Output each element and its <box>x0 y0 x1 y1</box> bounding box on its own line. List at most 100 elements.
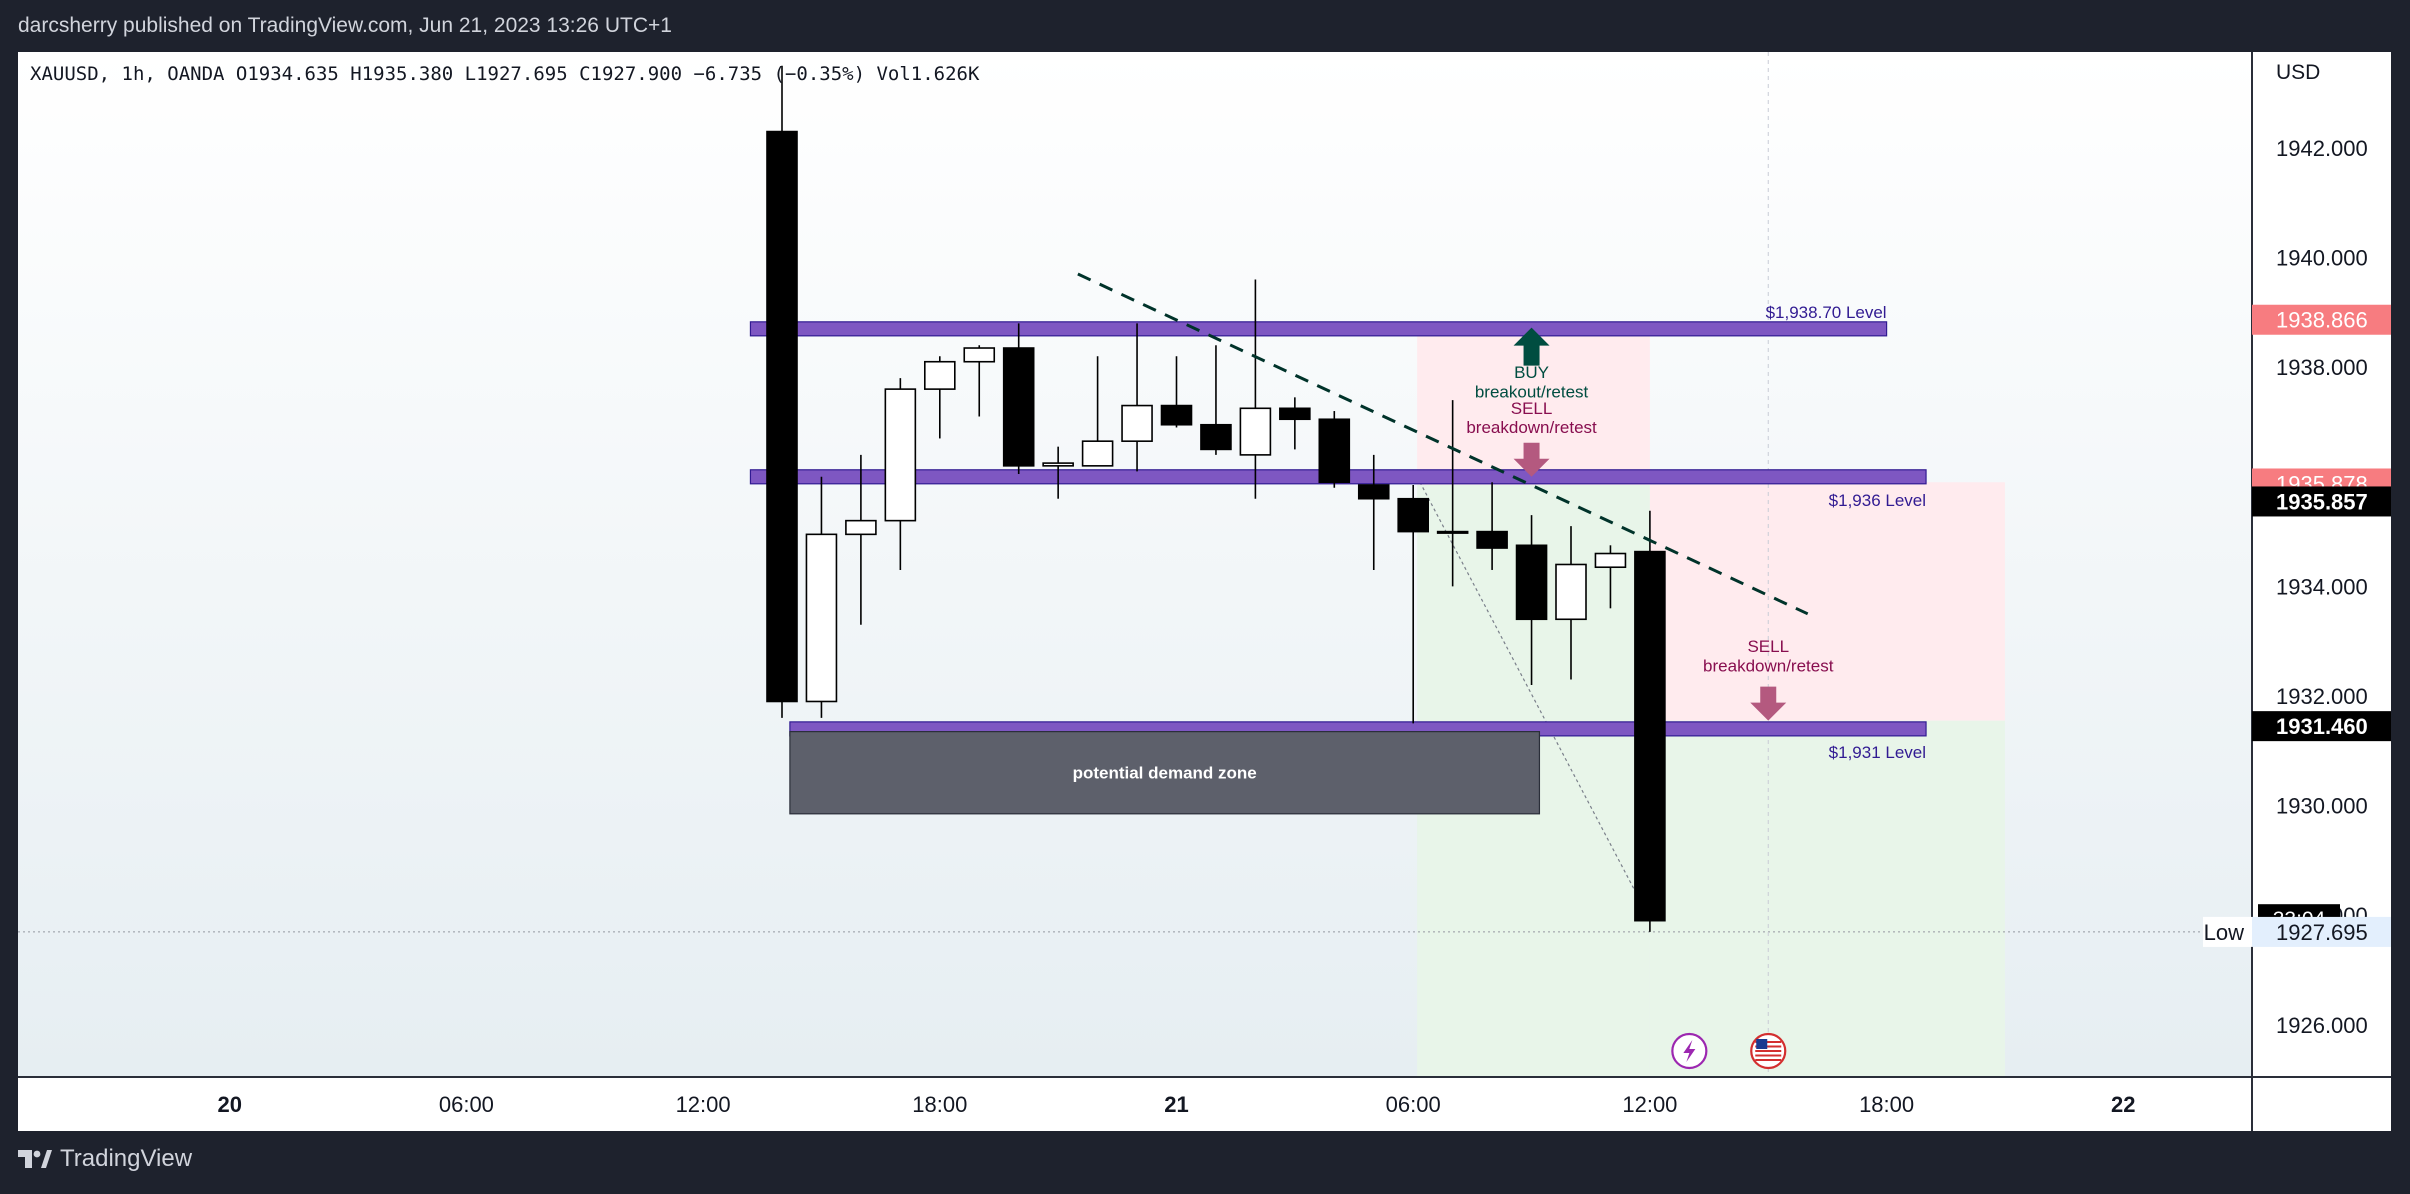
tradingview-logo[interactable]: TradingView <box>18 1145 192 1173</box>
candle <box>1318 411 1351 488</box>
position-stop-zone <box>1649 720 2005 1077</box>
candle-body <box>1634 550 1666 922</box>
price-label-box <box>2252 304 2391 335</box>
candle <box>1357 454 1390 570</box>
price-label-box <box>2252 711 2391 742</box>
candle-body <box>1436 530 1469 534</box>
footer-bar: TradingView <box>0 1131 2410 1194</box>
price-tick-label: 1938.000 <box>2276 355 2368 380</box>
price-label-box <box>2252 486 2391 517</box>
price-tick-label: 1942.000 <box>2276 136 2368 161</box>
candle <box>1515 515 1548 686</box>
candle <box>1634 510 1666 932</box>
price-tick-label: 1934.000 <box>2276 574 2368 599</box>
candle <box>1002 323 1035 475</box>
candle-body <box>1279 407 1311 421</box>
demand-zone <box>789 731 1541 815</box>
candle <box>1042 446 1074 499</box>
low-label: Low <box>2204 920 2244 945</box>
footer-brand: TradingView <box>60 1145 193 1172</box>
candle-body <box>1515 544 1548 621</box>
publisher-bar: darcsherry published on TradingView.com,… <box>0 0 2410 52</box>
arrow-up-icon <box>1513 327 1550 366</box>
time-tick-label: 22 <box>2111 1092 2135 1117</box>
candle-body <box>1200 423 1232 451</box>
candle <box>805 476 838 718</box>
low-label-box <box>2203 916 2252 947</box>
candle-body <box>1239 407 1272 456</box>
level-label: $1,938.70 Level <box>1766 303 1887 322</box>
candle <box>1121 323 1153 472</box>
candle-body <box>1002 347 1035 467</box>
candle <box>1279 397 1311 450</box>
candle <box>1397 485 1429 724</box>
level-band <box>749 321 1888 337</box>
tradingview-logo-icon <box>18 1150 52 1168</box>
position-target-zone <box>1649 482 2005 721</box>
annotation-text: breakdown/retest <box>1703 656 1834 675</box>
arrow-down-icon <box>1513 442 1550 477</box>
candle-body <box>1121 404 1153 442</box>
candle-body <box>923 360 956 390</box>
annotation-text: breakout/retest <box>1475 382 1589 401</box>
candle <box>1476 482 1508 570</box>
time-tick-label: 21 <box>1164 1092 1188 1117</box>
price-tick-label: 1940.000 <box>2276 246 2368 271</box>
candle <box>1594 545 1627 609</box>
chart-frame: $1,938.70 Level $1,936 Level $1,931 Level … <box>18 52 2391 1131</box>
candle <box>1436 400 1469 587</box>
price-chart[interactable]: $1,938.70 Level$1,936 Level$1,931 Level … <box>18 52 2391 1131</box>
time-tick-label: 18:00 <box>912 1092 967 1117</box>
candle-body <box>766 130 798 703</box>
candle <box>884 378 917 570</box>
time-tick-label: 12:00 <box>1622 1092 1677 1117</box>
demand-zone-label: potential demand zone <box>1073 764 1257 783</box>
low-price-box <box>2252 916 2391 947</box>
candle-body <box>1594 552 1627 569</box>
candle <box>1160 356 1193 428</box>
candle-body <box>1081 440 1114 467</box>
candle <box>1239 279 1272 499</box>
currency-label: USD <box>2276 61 2320 84</box>
price-tick-label: 1926.000 <box>2276 1013 2368 1038</box>
annotation-text: SELL <box>1747 637 1789 656</box>
candle-body <box>884 388 917 522</box>
time-tick-label: 06:00 <box>439 1092 494 1117</box>
candle-body <box>805 533 838 703</box>
candle <box>1200 345 1232 455</box>
price-label-text: 1935.857 <box>2276 489 2368 514</box>
candle <box>766 65 798 718</box>
time-tick-label: 20 <box>217 1092 241 1117</box>
candle <box>923 356 956 439</box>
time-axis[interactable]: 20 06:00 12:00 18:00 21 06:00 12:00 18:00 22 <box>217 1092 2135 1117</box>
price-axis[interactable]: 1942.000 1940.000 1938.000 1934.000 1932.000… <box>2276 136 2368 1038</box>
price-tick-label: 1930.000 <box>2276 794 2368 819</box>
lightning-icon[interactable] <box>1671 1032 1708 1070</box>
candle-body <box>1476 530 1508 549</box>
price-label-text: 1938.866 <box>2276 308 2368 333</box>
level-label: $1,931 Level <box>1829 743 1926 762</box>
candle-body <box>1160 404 1193 426</box>
symbol-legend[interactable]: XAUUSD, 1h, OANDA O1934.635 H1935.380 L1… <box>30 63 980 85</box>
candle <box>1081 356 1114 467</box>
candle-body <box>1555 563 1587 621</box>
us-flag-icon[interactable] <box>1750 1032 1787 1070</box>
candle-body <box>845 519 877 536</box>
arrow-down-icon <box>1750 686 1787 721</box>
annotation-text: SELL <box>1511 399 1553 418</box>
low-price-text: 1927.695 <box>2276 920 2368 945</box>
annotation-text: breakdown/retest <box>1466 418 1597 437</box>
price-label-text: 1931.460 <box>2276 714 2368 739</box>
candle-body <box>1318 418 1351 484</box>
projection-line <box>1416 476 1643 905</box>
publisher-text: darcsherry published on TradingView.com,… <box>18 14 672 37</box>
candle-body <box>1397 497 1429 533</box>
price-tick-label: 1932.000 <box>2276 684 2368 709</box>
time-tick-label: 18:00 <box>1859 1092 1914 1117</box>
time-tick-label: 12:00 <box>676 1092 731 1117</box>
level-label: $1,936 Level <box>1829 491 1926 510</box>
flag-canton <box>1756 1039 1768 1049</box>
time-tick-label: 06:00 <box>1386 1092 1441 1117</box>
candle-body <box>1357 484 1390 500</box>
annotation-text: BUY <box>1514 363 1549 382</box>
